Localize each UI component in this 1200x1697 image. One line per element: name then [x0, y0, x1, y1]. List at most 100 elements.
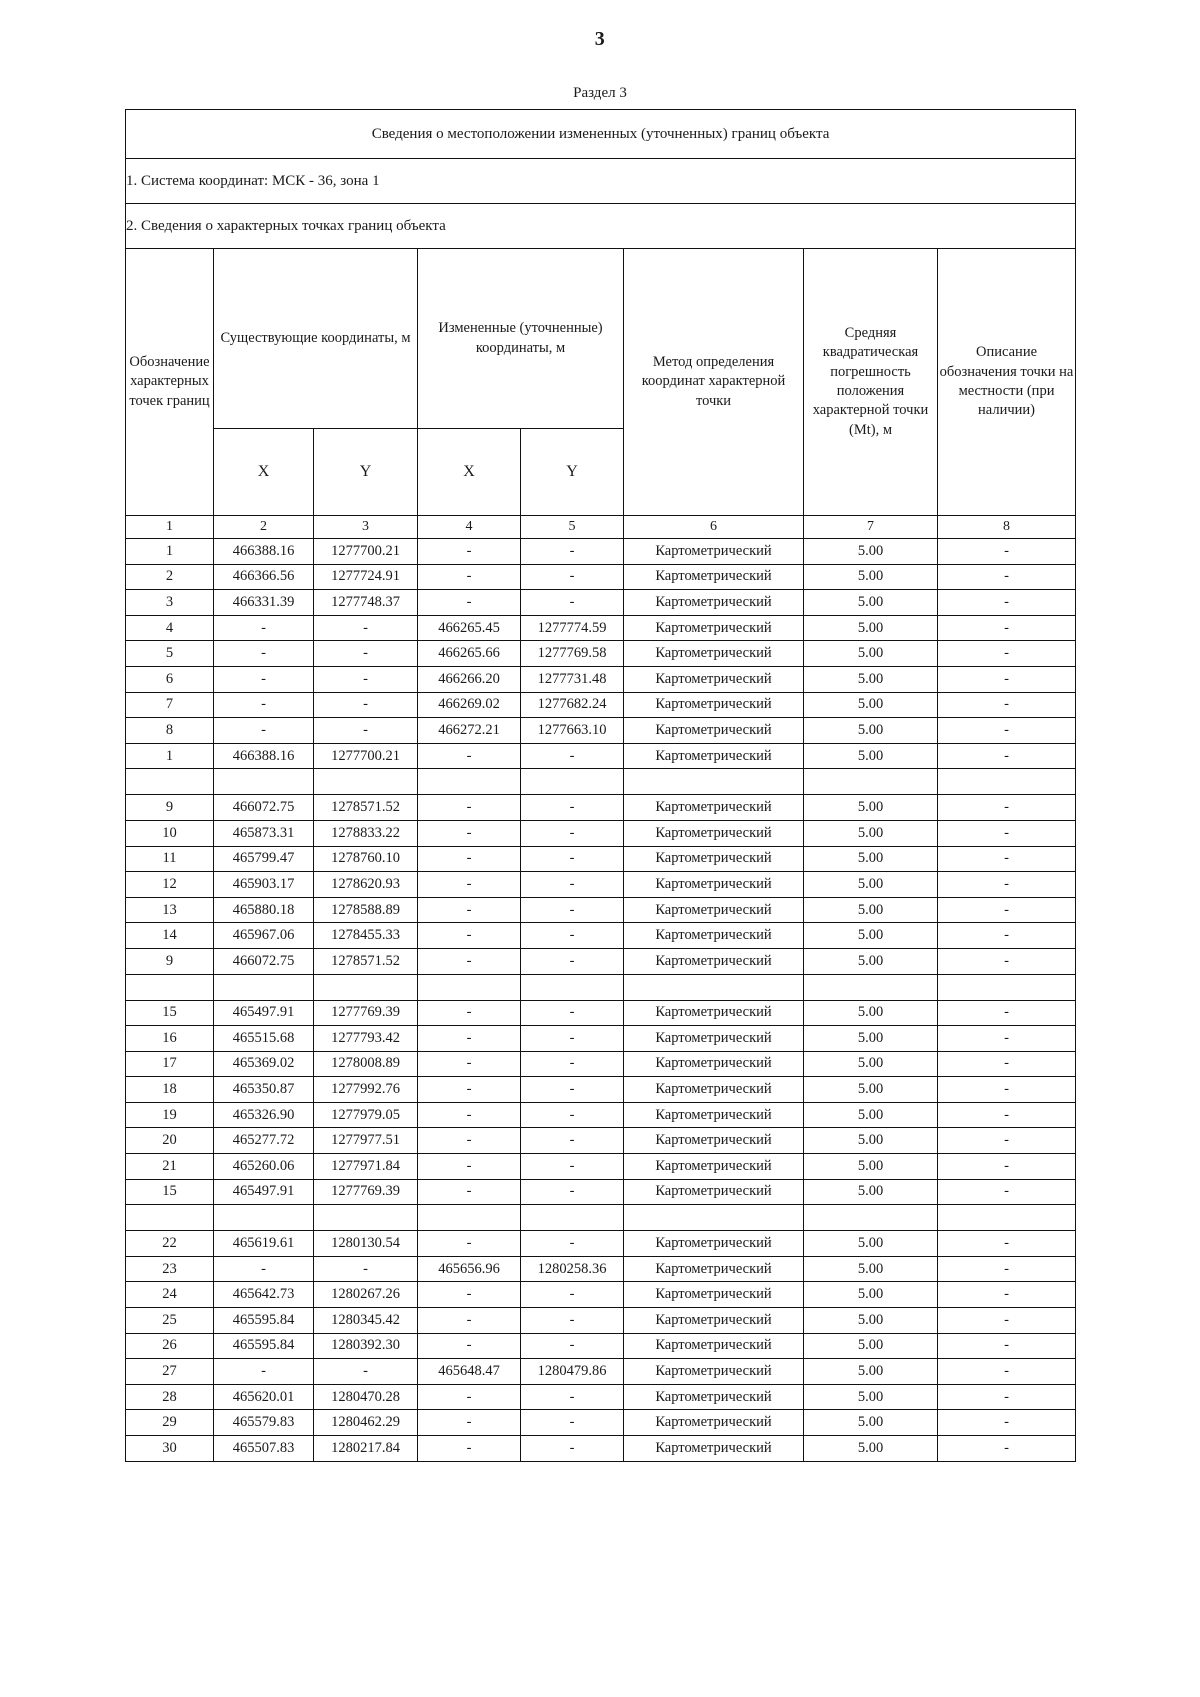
cell-changed-x: 466269.02 — [417, 691, 521, 719]
cell-mse: 5.00 — [803, 1178, 938, 1206]
cell-changed-y: - — [520, 794, 624, 821]
cell-mse: 5.00 — [803, 845, 938, 873]
spacer-cell — [936, 768, 1077, 796]
cell-existing-y: 1280470.28 — [313, 1383, 418, 1411]
cell-description: - — [936, 1281, 1077, 1309]
cell-existing-x: 465497.91 — [213, 999, 314, 1027]
cell-point-id: 19 — [125, 1101, 214, 1129]
cell-point-id: 3 — [125, 589, 214, 616]
cell-existing-x: 466072.75 — [213, 947, 314, 975]
spacer-cell — [313, 1204, 418, 1232]
cell-mse: 5.00 — [803, 1101, 938, 1129]
cell-method: Картометрический — [623, 896, 804, 924]
cell-method: Картометрический — [623, 1383, 804, 1411]
cell-description: - — [936, 538, 1077, 565]
cell-method: Картометрический — [623, 1178, 804, 1206]
cell-changed-y: - — [520, 922, 624, 949]
table-row: 26 465595.84 1280392.30- - Картометрический 5… — [125, 1332, 1077, 1360]
cell-existing-y: - — [313, 640, 418, 667]
cell-changed-x: 465648.47 — [417, 1358, 521, 1385]
spacer-cell — [213, 973, 314, 1001]
boundary-points-table: Сведения о местоположении измененных (ут… — [124, 109, 1077, 1462]
cell-existing-x: 466331.39 — [213, 589, 314, 616]
cell-method: Картометрический — [623, 665, 804, 693]
cell-method: Картометрический — [623, 1409, 804, 1436]
table-row: 18 465350.87 1277992.76- - Картометрический 5… — [125, 1076, 1077, 1103]
cell-method: Картометрический — [623, 1127, 804, 1155]
coordinate-system-text: 1. Система координат: МСК - 36, зона 1 — [124, 158, 1077, 204]
cell-existing-x: 465350.87 — [213, 1076, 314, 1103]
spacer-cell — [520, 768, 624, 796]
cell-existing-x: 465579.83 — [213, 1409, 314, 1436]
cell-changed-y: 1280258.36 — [520, 1255, 624, 1283]
table-row: 20 465277.72 1277977.51- - Картометрический 5… — [125, 1127, 1077, 1155]
cell-description: - — [936, 665, 1077, 693]
cell-existing-y: - — [313, 717, 418, 744]
table-row: 30 465507.83 1280217.84- - Картометрический 5… — [125, 1435, 1077, 1462]
cell-changed-y: - — [520, 563, 624, 591]
cell-changed-x: - — [417, 538, 521, 565]
cell-existing-y: - — [313, 1255, 418, 1283]
cell-existing-x: 465967.06 — [213, 922, 314, 949]
column-number: 2 — [213, 515, 314, 539]
cell-changed-x: - — [417, 563, 521, 591]
cell-mse: 5.00 — [803, 1332, 938, 1360]
spacer-cell — [936, 973, 1077, 1001]
cell-existing-y: 1277769.39 — [313, 1178, 418, 1206]
cell-method: Картометрический — [623, 1076, 804, 1103]
cell-existing-x: 465880.18 — [213, 896, 314, 924]
cell-point-id: 9 — [125, 794, 214, 821]
cell-description: - — [936, 1050, 1077, 1078]
cell-description: - — [936, 1127, 1077, 1155]
cell-changed-x: - — [417, 871, 521, 898]
cell-changed-y: - — [520, 1383, 624, 1411]
column-number: 8 — [936, 515, 1077, 539]
cell-changed-y: - — [520, 871, 624, 898]
header-existing-coords: Существующие координаты, м — [213, 248, 418, 429]
header-existing-x: X — [213, 428, 314, 516]
cell-method: Картометрический — [623, 1025, 804, 1052]
cell-changed-y: - — [520, 538, 624, 565]
cell-changed-x: 466272.21 — [417, 717, 521, 744]
cell-existing-y: 1280345.42 — [313, 1307, 418, 1334]
cell-method: Картометрический — [623, 614, 804, 642]
column-number-row: 1 2 3 4 5 6 7 8 — [125, 515, 1077, 539]
cell-point-id: 1 — [125, 742, 214, 770]
column-number: 7 — [803, 515, 938, 539]
cell-method: Картометрический — [623, 1101, 804, 1129]
header-mse: Средняя квадратическая погрешность полож… — [803, 248, 938, 516]
cell-method: Картометрический — [623, 563, 804, 591]
cell-existing-y: 1277793.42 — [313, 1025, 418, 1052]
cell-mse: 5.00 — [803, 1307, 938, 1334]
cell-method: Картометрический — [623, 742, 804, 770]
cell-changed-x: 466265.66 — [417, 640, 521, 667]
cell-description: - — [936, 1230, 1077, 1257]
cell-changed-x: - — [417, 947, 521, 975]
cell-changed-y: - — [520, 1332, 624, 1360]
cell-method: Картометрический — [623, 922, 804, 949]
cell-mse: 5.00 — [803, 819, 938, 847]
table-row: 15 465497.91 1277769.39- - Картометрический 5… — [125, 999, 1077, 1027]
cell-changed-x: - — [417, 1101, 521, 1129]
cell-description: - — [936, 1025, 1077, 1052]
cell-existing-x: 465507.83 — [213, 1435, 314, 1462]
cell-method: Картометрический — [623, 1358, 804, 1385]
page-number: 3 — [594, 28, 606, 50]
cell-changed-x: - — [417, 589, 521, 616]
cell-changed-y: - — [520, 845, 624, 873]
header-method: Метод определения координат характерной … — [623, 248, 804, 516]
cell-changed-x: - — [417, 1281, 521, 1309]
cell-description: - — [936, 896, 1077, 924]
cell-mse: 5.00 — [803, 794, 938, 821]
cell-changed-x: - — [417, 1230, 521, 1257]
spacer-cell — [417, 973, 521, 1001]
table-row: 7- -466269.02 1277682.24 Картометрический 5.… — [125, 691, 1077, 719]
cell-description: - — [936, 922, 1077, 949]
cell-changed-y: - — [520, 1153, 624, 1180]
cell-changed-y: - — [520, 589, 624, 616]
cell-existing-x: - — [213, 665, 314, 693]
table-row: 24 465642.73 1280267.26- - Картометрический 5… — [125, 1281, 1077, 1309]
cell-method: Картометрический — [623, 717, 804, 744]
cell-existing-y: 1280217.84 — [313, 1435, 418, 1462]
cell-existing-y: 1278571.52 — [313, 947, 418, 975]
